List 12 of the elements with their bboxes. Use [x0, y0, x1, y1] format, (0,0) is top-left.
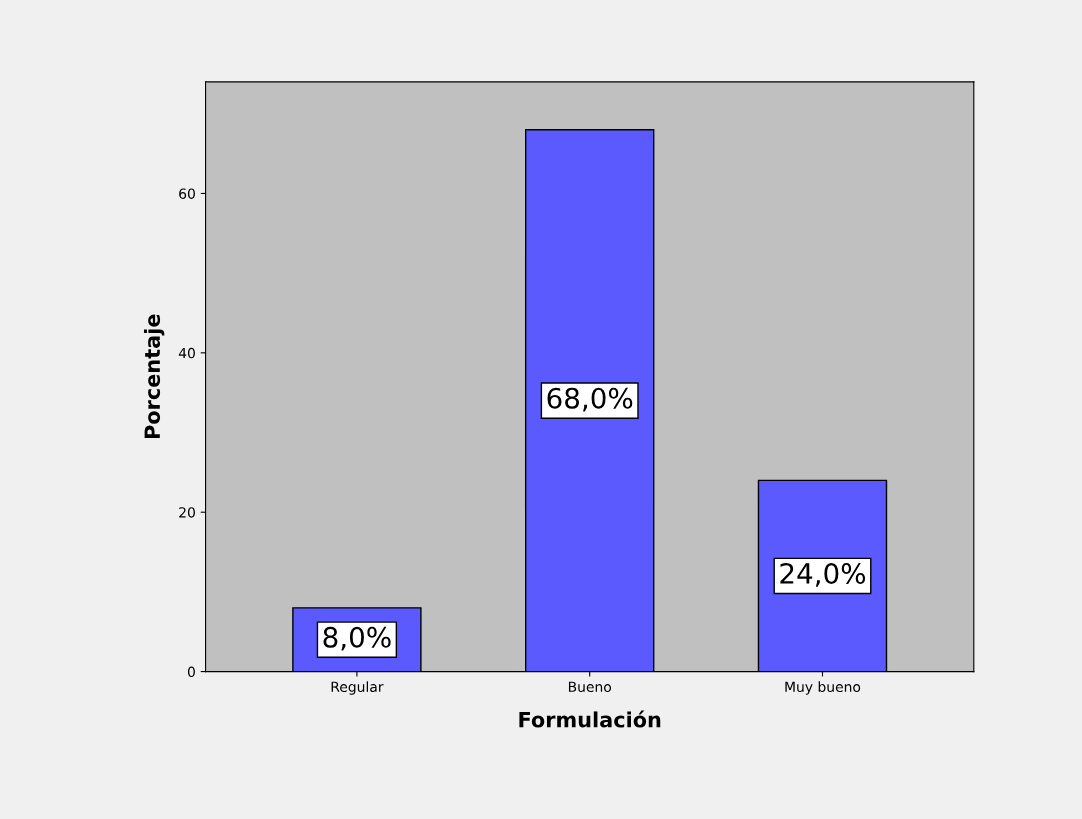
x-tick-label: Muy bueno — [785, 681, 861, 695]
y-tick-label: 20 — [179, 507, 195, 518]
data-label: 24,0% — [780, 563, 866, 587]
data-label: 68,0% — [547, 387, 633, 412]
y-tick-label: 60 — [179, 188, 195, 199]
x-tick-label: Regular — [331, 681, 384, 695]
data-label: 8,0% — [323, 626, 391, 651]
x-tick-label: Bueno — [568, 681, 612, 693]
y-axis-title: Porcentaje — [143, 314, 165, 439]
y-tick-label: 0 — [187, 666, 195, 678]
y-tick-label: 40 — [178, 347, 195, 359]
x-axis-title: Formulación — [519, 710, 661, 728]
